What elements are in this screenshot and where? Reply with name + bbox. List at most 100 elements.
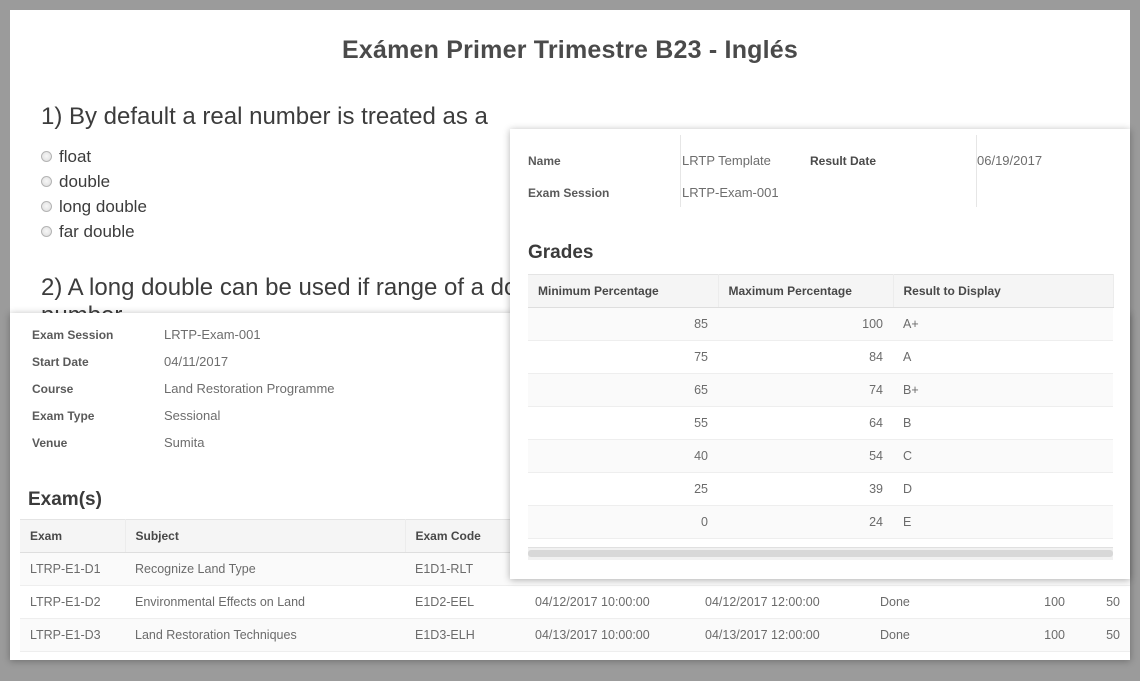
meta-value: 04/11/2017 <box>164 354 229 369</box>
cell-minimum-percentage: 0 <box>528 505 718 539</box>
meta-row-course: Course Land Restoration Programme <box>24 381 1130 408</box>
cell-result-to-display: D <box>893 472 1113 506</box>
col-header-minimum-percentage[interactable]: Minimum Percentage <box>528 274 719 308</box>
cell-max-marks: 100 <box>995 585 1075 619</box>
option-long-double[interactable]: long double <box>41 194 147 219</box>
name-value: LRTP Template <box>682 153 771 168</box>
cell-status: Done <box>870 618 995 652</box>
option-float[interactable]: float <box>41 144 147 169</box>
meta-row-start-date: Start Date 04/11/2017 <box>24 354 1130 381</box>
option-label: float <box>59 146 92 166</box>
cell-status: Done <box>870 585 995 619</box>
cell-minimum-percentage: 40 <box>528 439 718 473</box>
col-header-exam[interactable]: Exam <box>20 519 126 553</box>
cell-min-marks: 50 <box>1075 585 1130 619</box>
cell-result-to-display: B <box>893 406 1113 440</box>
cell-minimum-percentage: 75 <box>528 340 718 374</box>
meta-label: Start Date <box>32 355 89 369</box>
radio-icon[interactable] <box>41 151 52 162</box>
cell-min-marks: 50 <box>1075 618 1130 652</box>
cell-maximum-percentage: 54 <box>718 439 893 473</box>
table-header-row: Minimum Percentage Maximum Percentage Re… <box>528 274 1114 308</box>
table-row[interactable]: 55 64 B <box>528 406 1113 440</box>
grades-meta: Name LRTP Template Result Date 06/19/201… <box>510 129 1130 217</box>
col-header-maximum-percentage[interactable]: Maximum Percentage <box>718 274 894 308</box>
table-row[interactable]: 0 24 E <box>528 505 1113 539</box>
cell-end-date: 04/14/2017 12:00:00 <box>695 651 870 660</box>
cell-exam-code: E1D4-ELH <box>405 651 525 660</box>
cell-minimum-percentage: 85 <box>528 307 718 341</box>
cell-start-date: 04/12/2017 10:00:00 <box>525 585 695 619</box>
exam-session-label: Exam Session <box>528 186 610 200</box>
meta-row-exam-type: Exam Type Sessional <box>24 408 1130 435</box>
table-row[interactable]: LTRP-E1-D2 Environmental Effects on Land… <box>20 585 1130 619</box>
cell-exam-code: E1D2-EEL <box>405 585 525 619</box>
name-label: Name <box>528 154 561 168</box>
col-header-subject[interactable]: Subject <box>125 519 406 553</box>
cell-exam: LTRP-E1-D2 <box>20 585 125 619</box>
meta-value: Sumita <box>164 435 205 450</box>
exam-section-title: Exam(s) <box>28 489 102 510</box>
horizontal-scrollbar[interactable] <box>528 547 1113 560</box>
cell-start-date: 04/14/2017 10:00:00 <box>525 651 695 660</box>
cell-minimum-percentage: 25 <box>528 472 718 506</box>
cell-max-marks: 100 <box>995 651 1075 660</box>
meta-value: Sessional <box>164 408 221 423</box>
option-label: far double <box>59 221 135 241</box>
grades-meta-divider-2 <box>976 135 977 207</box>
cell-minimum-percentage: 65 <box>528 373 718 407</box>
grades-meta-divider-1 <box>680 135 681 207</box>
grades-table: Minimum Percentage Maximum Percentage Re… <box>528 274 1114 539</box>
meta-row-venue: Venue Sumita <box>24 435 1130 462</box>
table-row[interactable]: 40 54 C <box>528 439 1113 473</box>
grades-meta-row-name: Name LRTP Template Result Date 06/19/201… <box>510 153 1130 185</box>
table-row[interactable]: LTRP-E1-D3 Land Restoration Techniques E… <box>20 618 1130 652</box>
cell-maximum-percentage: 64 <box>718 406 893 440</box>
option-far-double[interactable]: far double <box>41 219 147 244</box>
radio-icon[interactable] <box>41 176 52 187</box>
scrollbar-thumb[interactable] <box>528 550 1113 557</box>
cell-subject: Environmental Effects on Land <box>125 585 405 619</box>
grades-panel: Name LRTP Template Result Date 06/19/201… <box>510 129 1130 579</box>
question-1-options: float double long double far double <box>41 144 147 244</box>
exam-session-value: LRTP-Exam-001 <box>682 185 779 200</box>
cell-exam: LTRP-E1-D4 <box>20 651 125 660</box>
result-date-value: 06/19/2017 <box>977 153 1043 168</box>
cell-start-date: 04/13/2017 10:00:00 <box>525 618 695 652</box>
table-row[interactable]: 75 84 A <box>528 340 1113 374</box>
page-title: Exámen Primer Trimestre B23 - Inglés <box>341 36 799 64</box>
cell-result-to-display: A <box>893 340 1113 374</box>
meta-value: Land Restoration Programme <box>164 381 335 396</box>
meta-label: Course <box>32 382 74 396</box>
option-double[interactable]: double <box>41 169 147 194</box>
table-row[interactable]: 25 39 D <box>528 472 1113 506</box>
cell-min-marks: 50 <box>1075 651 1130 660</box>
meta-row-exam-session: Exam Session LRTP-Exam-001 <box>24 327 1130 354</box>
table-row[interactable]: 65 74 B+ <box>528 373 1113 407</box>
option-label: long double <box>59 196 147 216</box>
cell-end-date: 04/13/2017 12:00:00 <box>695 618 870 652</box>
cell-exam-code: E1D3-ELH <box>405 618 525 652</box>
grades-table-wrapper: Minimum Percentage Maximum Percentage Re… <box>528 274 1114 539</box>
cell-maximum-percentage: 100 <box>718 307 893 341</box>
table-row[interactable]: LTRP-E1-D4 Project-Land Restoration Tech… <box>20 651 1130 660</box>
cell-max-marks: 100 <box>995 618 1075 652</box>
cell-exam-code: E1D1-RLT <box>405 552 525 586</box>
option-label: double <box>59 171 111 191</box>
result-date-label: Result Date <box>810 154 877 168</box>
radio-icon[interactable] <box>41 226 52 237</box>
meta-label: Venue <box>32 436 68 450</box>
table-row[interactable]: 85 100 A+ <box>528 307 1113 341</box>
cell-maximum-percentage: 74 <box>718 373 893 407</box>
meta-value: LRTP-Exam-001 <box>164 327 261 342</box>
grades-meta-row-exam-session: Exam Session LRTP-Exam-001 <box>510 185 1130 217</box>
cell-result-to-display: A+ <box>893 307 1113 341</box>
cell-maximum-percentage: 84 <box>718 340 893 374</box>
cell-result-to-display: B+ <box>893 373 1113 407</box>
cell-result-to-display: E <box>893 505 1113 539</box>
cell-exam: LTRP-E1-D3 <box>20 618 125 652</box>
col-header-result-to-display[interactable]: Result to Display <box>893 274 1114 308</box>
cell-subject: Recognize Land Type <box>125 552 405 586</box>
col-header-exam-code[interactable]: Exam Code <box>405 519 526 553</box>
radio-icon[interactable] <box>41 201 52 212</box>
